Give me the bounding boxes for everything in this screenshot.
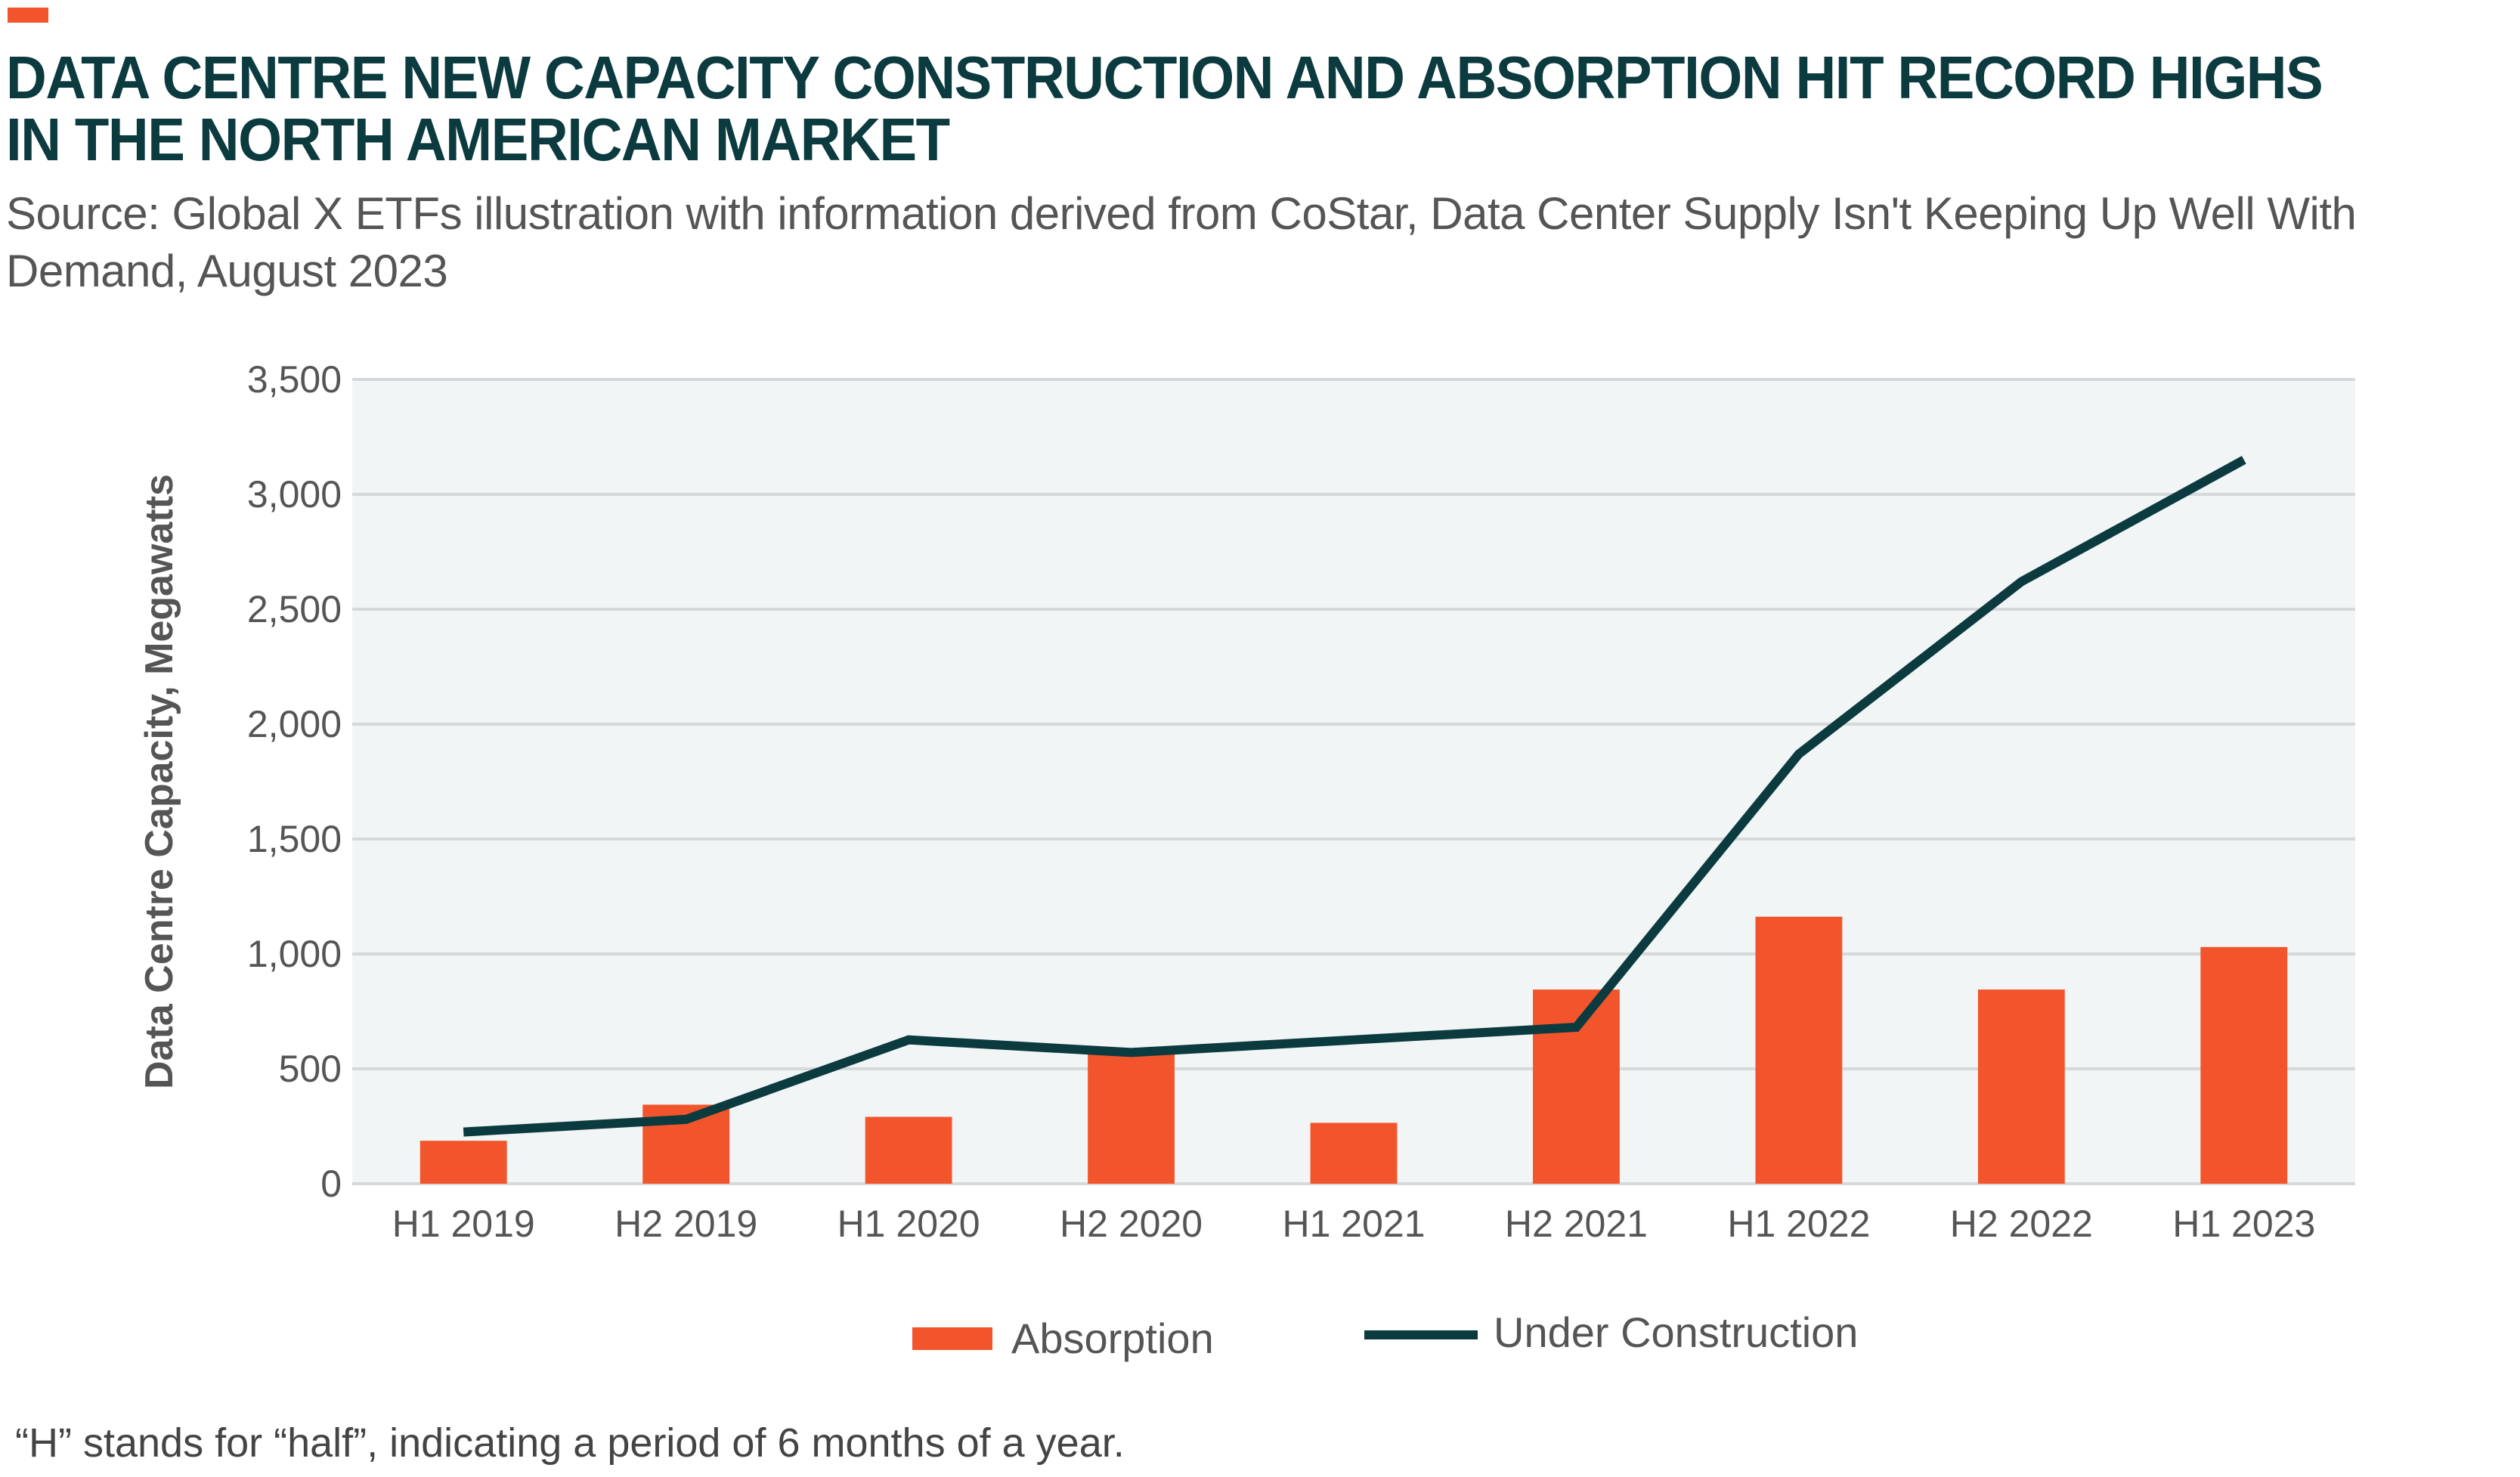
absorption-bar	[2200, 946, 2288, 1184]
y-tick-label: 3,000	[247, 473, 342, 516]
absorption-bar	[1533, 989, 1620, 1184]
accent-bar	[8, 8, 48, 23]
absorption-bar	[1755, 916, 1843, 1184]
y-tick-label: 2,000	[247, 703, 342, 745]
y-tick-label: 1,000	[247, 933, 342, 975]
y-tick-label: 2,500	[247, 588, 342, 630]
x-tick-label: H2 2022	[1950, 1203, 2093, 1245]
chart-source: Source: Global X ETFs illustration with …	[6, 188, 2357, 296]
absorption-bar	[1310, 1122, 1398, 1184]
absorption-bar	[1977, 989, 2065, 1184]
x-tick-label: H1 2020	[837, 1203, 980, 1245]
legend-under-construction-label: Under Construction	[1494, 1308, 1858, 1356]
legend-absorption-swatch	[912, 1327, 992, 1350]
y-axis-label: Data Centre Capacity, Megawatts	[138, 474, 181, 1089]
x-tick-label: H2 2019	[615, 1203, 757, 1245]
absorption-bar	[865, 1116, 952, 1184]
y-tick-label: 3,500	[247, 358, 342, 401]
absorption-bar	[1088, 1052, 1175, 1184]
x-tick-label: H2 2020	[1060, 1203, 1203, 1245]
y-tick-label: 0	[320, 1163, 342, 1205]
y-tick-label: 500	[279, 1048, 342, 1090]
x-tick-label: H1 2019	[392, 1203, 535, 1245]
chart-title: DATA CENTRE NEW CAPACITY CONSTRUCTION AN…	[6, 44, 2337, 173]
x-tick-label: H1 2021	[1282, 1203, 1425, 1245]
footnote: “H” stands for “half”, indicating a peri…	[15, 1420, 1125, 1466]
x-tick-label: H2 2021	[1505, 1203, 1648, 1245]
absorption-bar	[419, 1141, 507, 1184]
x-tick-label: H1 2022	[1727, 1203, 1870, 1245]
under-construction-line	[463, 456, 2246, 1137]
y-tick-label: 1,500	[247, 818, 342, 860]
legend-absorption-label: Absorption	[1011, 1314, 1214, 1362]
x-tick-label: H1 2023	[2172, 1203, 2315, 1245]
